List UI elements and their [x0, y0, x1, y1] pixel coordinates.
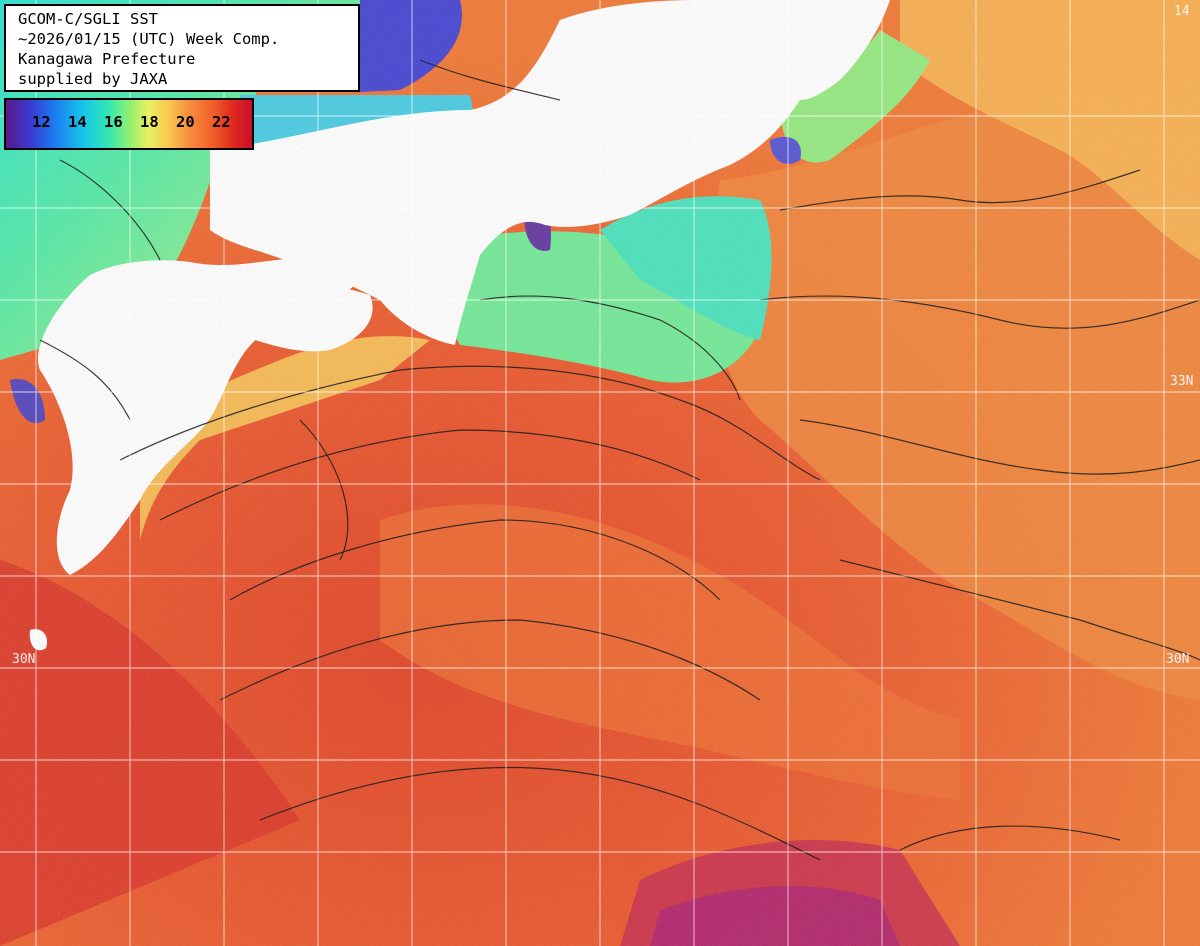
legend-tick-12: 12: [32, 113, 51, 131]
color-legend: 12 14 16 18 20 22: [4, 98, 254, 150]
legend-tick-20: 20: [176, 113, 195, 131]
lat-label-30n-left: 30N: [12, 652, 36, 667]
title-line-1: GCOM-C/SGLI SST: [18, 10, 158, 28]
legend-tick-16: 16: [104, 113, 123, 131]
title-line-2: ~2026/01/15 (UTC) Week Comp.: [18, 30, 280, 48]
title-box: GCOM-C/SGLI SST ~2026/01/15 (UTC) Week C…: [4, 4, 360, 92]
title-line-3: Kanagawa Prefecture: [18, 50, 196, 68]
lat-label-33n-right: 33N: [1170, 374, 1194, 389]
legend-tick-18: 18: [140, 113, 159, 131]
lat-label-30n-right: 30N: [1166, 652, 1190, 667]
legend-ticks: 12 14 16 18 20 22: [6, 100, 252, 148]
lon-label-top-right: 14: [1174, 4, 1190, 19]
legend-tick-22: 22: [212, 113, 231, 131]
title-line-4: supplied by JAXA: [18, 70, 168, 88]
legend-tick-14: 14: [68, 113, 87, 131]
